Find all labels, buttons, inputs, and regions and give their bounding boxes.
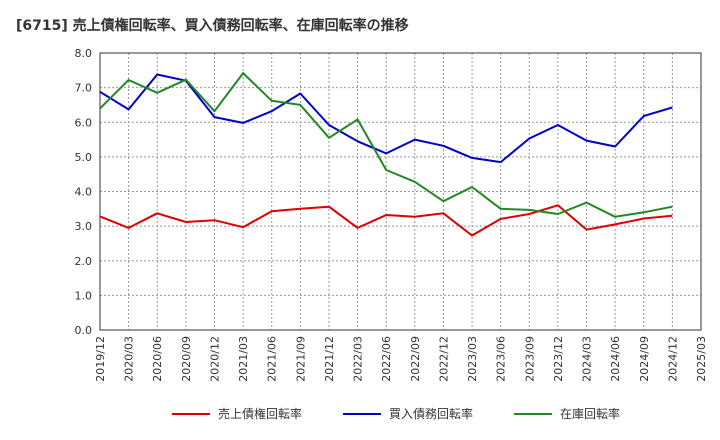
y-tick-label: 7.0 [75, 82, 93, 95]
x-tick-label: 2024/03 [581, 336, 594, 382]
x-tick-label: 2025/03 [695, 336, 708, 382]
legend-label: 買入債務回転率 [389, 406, 473, 421]
x-tick-label: 2023/06 [495, 336, 508, 382]
x-tick-label: 2021/09 [294, 336, 307, 382]
x-tick-label: 2022/12 [437, 336, 450, 382]
x-tick-label: 2024/09 [638, 336, 651, 382]
x-tick-label: 2023/12 [552, 336, 565, 382]
x-tick-label: 2022/09 [409, 336, 422, 382]
y-axis: 0.0 1.0 2.0 3.0 4.0 5.0 6.0 7.0 8.0 [75, 47, 93, 337]
x-tick-label: 2020/12 [208, 336, 221, 382]
x-tick-label: 2021/12 [323, 336, 336, 382]
x-tick-label: 2020/03 [123, 336, 136, 382]
y-tick-label: 3.0 [75, 220, 93, 233]
legend: 売上債権回転率 買入債務回転率 在庫回転率 [172, 406, 620, 421]
series-layer [99, 72, 673, 237]
y-tick-label: 4.0 [75, 186, 93, 199]
series-line [99, 72, 673, 218]
chart-title: [6715] 売上債権回転率、買入債務回転率、在庫回転率の推移 [16, 17, 409, 34]
x-tick-label: 2024/12 [666, 336, 679, 382]
x-tick-label: 2020/06 [151, 336, 164, 382]
x-tick-label: 2024/06 [609, 336, 622, 382]
y-tick-label: 2.0 [75, 255, 93, 268]
legend-label: 在庫回転率 [560, 406, 620, 421]
legend-label: 売上債権回転率 [218, 406, 302, 421]
x-tick-label: 2021/06 [266, 336, 279, 382]
series-line [99, 73, 673, 164]
x-axis: 2019/12 2020/03 2020/06 2020/09 2020/12 2021/… [94, 336, 708, 382]
x-tick-label: 2020/09 [180, 336, 193, 382]
grid [99, 52, 702, 331]
x-tick-label: 2022/06 [380, 336, 393, 382]
y-tick-label: 0.0 [75, 324, 93, 337]
x-tick-label: 2021/03 [237, 336, 250, 382]
y-tick-label: 5.0 [75, 151, 93, 164]
x-tick-label: 2023/03 [466, 336, 479, 382]
y-tick-label: 1.0 [75, 289, 93, 302]
series-line [99, 204, 673, 237]
y-tick-label: 8.0 [75, 47, 93, 60]
x-tick-label: 2022/03 [352, 336, 365, 382]
x-tick-label: 2023/09 [523, 336, 536, 382]
plot-frame [99, 52, 702, 331]
y-tick-label: 6.0 [75, 116, 93, 129]
x-tick-label: 2019/12 [94, 336, 107, 382]
